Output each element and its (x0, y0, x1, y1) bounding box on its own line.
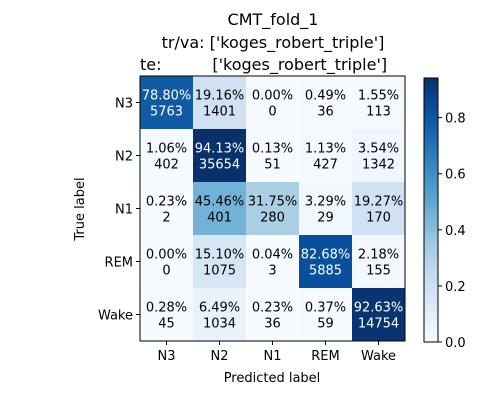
cell-count-label: 402 (154, 158, 179, 173)
heatmap-cell (193, 182, 246, 235)
cell-percent-label: 15.10% (195, 248, 245, 263)
cell-count-label: 36 (264, 317, 281, 332)
cell-percent-label: 3.54% (358, 142, 399, 157)
heatmap-cell (140, 76, 193, 129)
cell-percent-label: 0.28% (146, 301, 187, 316)
x-tick-label: Wake (361, 349, 396, 364)
cell-percent-label: 6.49% (199, 301, 240, 316)
heatmap-cell (140, 235, 193, 288)
colorbar-tick-label: 0.0 (445, 336, 466, 351)
chart-title-line-2: tr/va: ['koges_robert_triple'] (161, 33, 385, 52)
heatmap-cell (352, 288, 405, 341)
heatmap-cell (299, 129, 352, 182)
colorbar-tick-label: 0.2 (445, 280, 466, 295)
heatmap-cell (299, 182, 352, 235)
cell-count-label: 5763 (150, 105, 183, 120)
cell-percent-label: 31.75% (248, 195, 298, 210)
x-tick-label: N1 (264, 349, 282, 364)
heatmap-cell (246, 288, 299, 341)
cell-percent-label: 0.49% (305, 89, 346, 104)
y-tick-label: REM (105, 256, 133, 271)
heatmap-cell (140, 288, 193, 341)
cell-percent-label: 45.46% (195, 195, 245, 210)
heatmap-cell (193, 129, 246, 182)
cell-count-label: 170 (366, 211, 391, 226)
heatmap-cell (246, 129, 299, 182)
heatmap-cell (246, 76, 299, 129)
cell-percent-label: 0.37% (305, 301, 346, 316)
cell-count-label: 2 (162, 211, 170, 226)
chart-title-line-1: CMT_fold_1 (227, 10, 319, 29)
cell-count-label: 36 (317, 105, 334, 120)
heatmap-cell (352, 129, 405, 182)
cell-count-label: 59 (317, 317, 334, 332)
heatmap-cell (140, 129, 193, 182)
cell-count-label: 0 (162, 264, 170, 279)
x-axis-label: Predicted label (224, 371, 321, 386)
heatmap-cell (352, 76, 405, 129)
cell-count-label: 5885 (309, 264, 342, 279)
cell-count-label: 1342 (362, 158, 395, 173)
cell-count-label: 0 (268, 105, 276, 120)
heatmap-cell (352, 182, 405, 235)
heatmap-cell (140, 182, 193, 235)
colorbar-tick-label: 0.6 (445, 168, 466, 183)
heatmap-cell (246, 235, 299, 288)
cell-percent-label: 0.23% (146, 195, 187, 210)
y-tick-label: N2 (115, 150, 133, 165)
heatmap-cell (299, 76, 352, 129)
cell-count-label: 427 (313, 158, 338, 173)
heatmap-cell (193, 235, 246, 288)
cell-count-label: 113 (366, 105, 391, 120)
cell-count-label: 1401 (203, 105, 236, 120)
cell-count-label: 401 (207, 211, 232, 226)
cell-percent-label: 78.80% (142, 89, 192, 104)
y-tick-label: N1 (115, 203, 133, 218)
cell-percent-label: 2.18% (358, 248, 399, 263)
cell-count-label: 45 (158, 317, 175, 332)
cell-count-label: 155 (366, 264, 391, 279)
cell-percent-label: 0.00% (146, 248, 187, 263)
chart-title-line-3: te: ['koges_robert_triple'] (140, 55, 388, 74)
heatmap-cell (193, 288, 246, 341)
x-tick-label: N3 (158, 349, 176, 364)
cell-count-label: 35654 (199, 158, 240, 173)
cell-percent-label: 0.04% (252, 248, 293, 263)
cell-percent-label: 94.13% (195, 142, 245, 157)
heatmap-cell (299, 288, 352, 341)
x-tick-label: REM (311, 349, 339, 364)
colorbar-tick-label: 0.8 (445, 112, 466, 127)
cell-percent-label: 1.13% (305, 142, 346, 157)
cell-percent-label: 92.63% (354, 301, 404, 316)
y-tick-label: N3 (115, 97, 133, 112)
cell-count-label: 29 (317, 211, 334, 226)
y-axis-label: True label (73, 177, 88, 241)
cell-percent-label: 0.00% (252, 89, 293, 104)
cell-percent-label: 19.16% (195, 89, 245, 104)
cell-percent-label: 82.68% (301, 248, 351, 263)
cell-count-label: 1034 (203, 317, 236, 332)
cell-percent-label: 0.23% (252, 301, 293, 316)
cell-count-label: 14754 (358, 317, 399, 332)
heatmap-cell (352, 235, 405, 288)
cell-count-label: 280 (260, 211, 285, 226)
cell-count-label: 1075 (203, 264, 236, 279)
y-tick-label: Wake (98, 309, 133, 324)
cell-percent-label: 1.06% (146, 142, 187, 157)
heatmap-cell (299, 235, 352, 288)
colorbar-tick-label: 0.4 (445, 224, 466, 239)
cell-count-label: 51 (264, 158, 281, 173)
cell-percent-label: 1.55% (358, 89, 399, 104)
cell-percent-label: 0.13% (252, 142, 293, 157)
heatmap-cell (193, 76, 246, 129)
cell-percent-label: 3.29% (305, 195, 346, 210)
x-tick-label: N2 (211, 349, 229, 364)
cell-percent-label: 19.27% (354, 195, 404, 210)
colorbar (423, 77, 439, 343)
heatmap-cell (246, 182, 299, 235)
cell-count-label: 3 (268, 264, 276, 279)
